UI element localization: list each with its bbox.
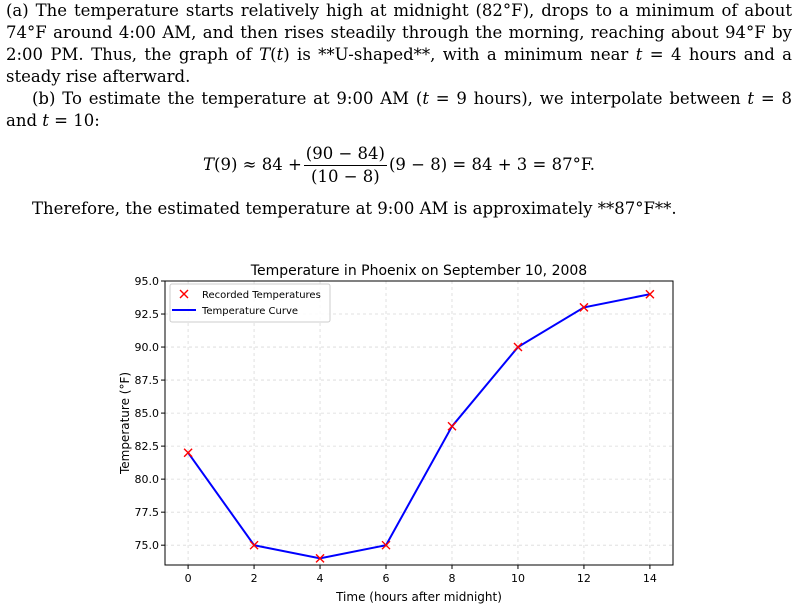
part-b-text-2: = 9 hours), we interpolate between [428, 89, 748, 108]
part-a-paragraph: (a) The temperature starts relatively hi… [6, 0, 792, 88]
chart-legend: Recorded Temperatures Temperature Curve [169, 283, 331, 323]
x-tick-label: 12 [577, 572, 591, 585]
math-t: t [635, 45, 643, 64]
eq-fraction: (90 − 84) (10 − 8) [303, 144, 387, 187]
x-tick-label: 0 [185, 572, 192, 585]
chart-title: Temperature in Phoenix on September 10, … [250, 263, 587, 279]
y-axis-label: Temperature (°F) [118, 372, 132, 475]
legend-marker-icon [179, 289, 189, 299]
math-t: t [42, 111, 49, 130]
recorded-temperature-point [447, 421, 457, 431]
eq-right: (9 − 8) = 84 + 3 = 87°F. [388, 155, 595, 174]
y-tick-label: 77.5 [135, 506, 160, 519]
x-axis-label: Time (hours after midnight) [335, 590, 502, 604]
part-b-text-4: = 10: [48, 111, 100, 130]
y-tick-label: 85.0 [135, 407, 160, 420]
plot-frame [164, 280, 674, 566]
math-t: t [276, 45, 284, 64]
y-tick-label: 75.0 [135, 539, 160, 552]
paren-close: ) [283, 45, 290, 64]
math-t: t [747, 89, 755, 108]
x-tick-label: 4 [317, 572, 324, 585]
y-tick-label: 82.5 [135, 440, 160, 453]
part-a-text-2: is **U-shaped**, with a minimum near [289, 45, 636, 64]
recorded-temperature-point [249, 540, 259, 550]
recorded-temperature-point [183, 448, 193, 458]
part-b-paragraph: (b) To estimate the temperature at 9:00 … [6, 88, 792, 132]
recorded-temperature-point [315, 553, 325, 563]
interpolation-equation: T (9) ≈ 84 + (90 − 84) (10 − 8) (9 − 8) =… [6, 136, 792, 194]
y-tick-label: 87.5 [135, 374, 160, 387]
x-tick-label: 10 [511, 572, 525, 585]
part-a-text-3: = 4 hours and a steady rise afterward. [6, 45, 793, 86]
recorded-temperature-point [513, 342, 523, 352]
math-t: t [422, 89, 429, 108]
recorded-temperature-point [381, 540, 391, 550]
eq-denominator: (10 − 8) [311, 166, 380, 186]
conclusion-paragraph: Therefore, the estimated temperature at … [32, 199, 677, 218]
grid-lines [165, 280, 673, 565]
x-tick-label: 6 [383, 572, 390, 585]
legend-box [169, 283, 331, 323]
legend-item-recorded: Recorded Temperatures [202, 290, 321, 301]
temperature-chart: Temperature in Phoenix on September 10, … [118, 263, 674, 604]
eq-left: (9) ≈ 84 + [214, 155, 302, 174]
part-a-text-1: (a) The temperature starts relatively hi… [6, 1, 792, 64]
eq-T: T [203, 155, 215, 174]
temperature-curve-line [187, 293, 651, 560]
math-T: T [259, 45, 271, 64]
y-tick-label: 80.0 [135, 473, 160, 486]
recorded-temperature-point [645, 289, 655, 299]
x-tick-label: 14 [643, 572, 657, 585]
x-tick-label: 2 [251, 572, 258, 585]
axis-ticks: 75.0 77.5 80.0 82.5 85.0 87.5 90.0 92.5 95.0 0 2 4 6… [135, 275, 657, 585]
y-tick-label: 90.0 [135, 341, 160, 354]
x-tick-label: 8 [448, 572, 455, 585]
legend-item-curve: Temperature Curve [201, 306, 298, 317]
paren-open: ( [270, 45, 277, 64]
part-b-text-3: = 8 and [6, 89, 792, 130]
series-layer [183, 289, 655, 563]
solution-text: (a) The temperature starts relatively hi… [6, 0, 792, 220]
eq-numerator: (90 − 84) [303, 144, 387, 166]
part-b-text-1: (b) To estimate the temperature at 9:00 … [32, 89, 423, 108]
y-tick-label: 95.0 [135, 275, 160, 288]
y-tick-label: 92.5 [135, 308, 160, 321]
recorded-temperature-point [579, 302, 589, 312]
